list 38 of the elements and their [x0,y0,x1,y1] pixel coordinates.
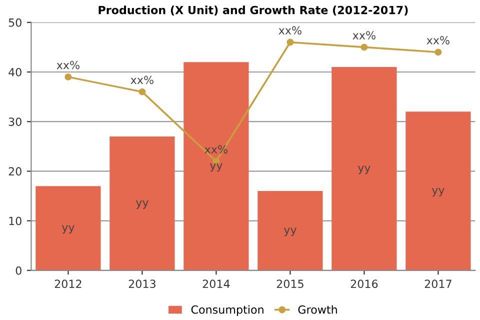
x-tick-label: 2013 [128,280,156,288]
x-tick-label: 2015 [276,280,304,288]
data-label: yy [358,166,370,174]
chart-title: Production (X Unit) and Growth Rate (2012-2017) [98,6,408,16]
x-tick-label: 2014 [202,280,230,288]
data-label: xx% [352,31,376,40]
legend-label: Consumption [191,305,264,316]
bar [184,62,249,270]
x-tick-label: 2012 [54,280,82,288]
x-tick-label: 2016 [350,280,378,288]
point [64,73,72,80]
y-tick-label: 0 [16,266,22,275]
x-tick-label: 2017 [424,280,452,288]
data-label: xx% [426,36,450,44]
y-tick-label: 20 [8,167,22,176]
data-label: xx% [130,76,154,84]
bar [406,112,471,270]
y-tick-label: 50 [8,18,22,27]
bar [36,186,101,270]
y-tick-label: 30 [8,118,22,126]
data-label: yy [136,200,148,209]
y-tick-label: 40 [8,68,22,76]
data-label: yy [432,188,444,196]
point [434,48,442,56]
point [286,38,294,46]
data-label: xx% [204,145,228,154]
data-label: xx% [56,60,80,70]
point [360,44,368,51]
bar [332,67,397,270]
legend-label: Growth [298,305,337,314]
data-label: yy [62,225,74,234]
point [138,88,146,96]
data-label: yy [210,163,222,172]
data-label: xx% [278,26,302,35]
bar [258,191,323,270]
bar [110,136,175,270]
y-tick-label: 10 [9,216,22,226]
data-label: yy [284,228,296,236]
